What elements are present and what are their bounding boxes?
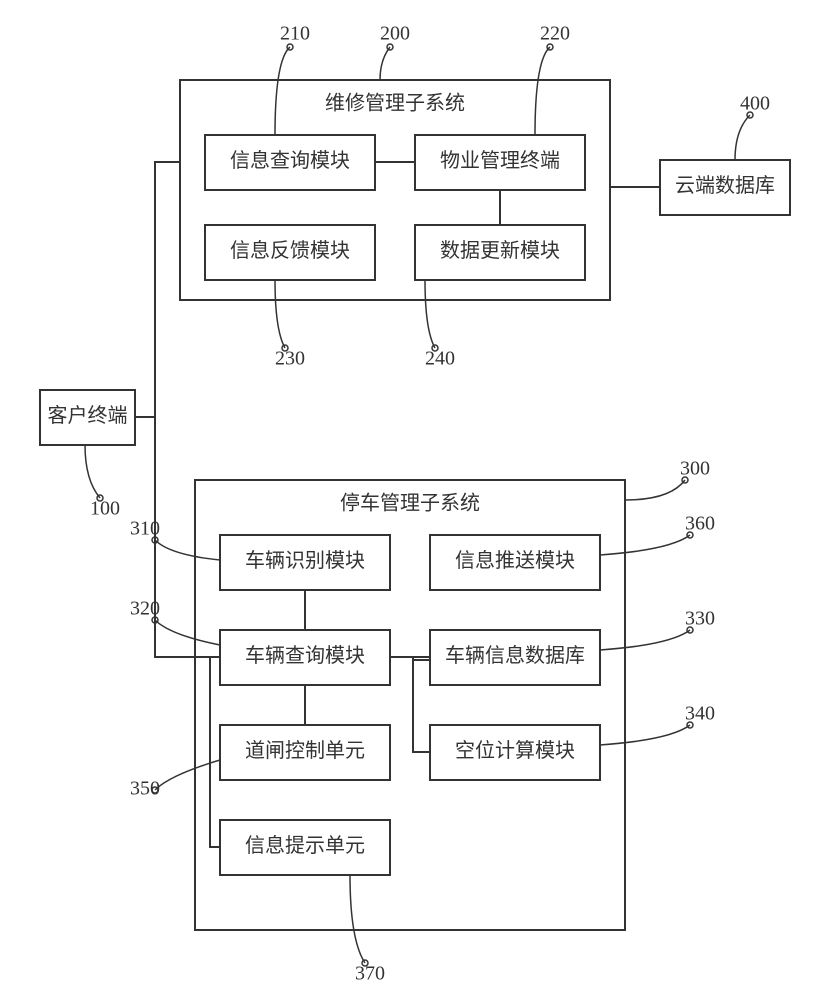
callout-lead-340 xyxy=(600,725,690,745)
callout-lead-230 xyxy=(275,280,285,348)
callout-lead-360 xyxy=(600,535,690,555)
n310-label: 车辆识别模块 xyxy=(245,549,365,572)
callout-num-350: 350 xyxy=(130,778,160,800)
callout-num-300: 300 xyxy=(680,458,710,480)
system-diagram: 维修管理子系统停车管理子系统 客户终端 云端数据库 信息查询模块 物业管理终端信息反馈模… xyxy=(0,0,828,1000)
callout-lead-330 xyxy=(600,630,690,650)
callout-num-240: 240 xyxy=(425,348,455,370)
connector xyxy=(413,660,430,670)
callout-num-310: 310 xyxy=(130,518,160,540)
callout-lead-400 xyxy=(735,115,750,160)
connector xyxy=(135,162,180,417)
callout-num-340: 340 xyxy=(685,703,715,725)
n220-label: 物业管理终端 xyxy=(440,149,560,172)
callout-num-100: 100 xyxy=(90,498,120,520)
n350-label: 道闸控制单元 xyxy=(245,739,365,762)
callout-num-370: 370 xyxy=(355,963,385,985)
callout-num-330: 330 xyxy=(685,608,715,630)
callout-num-210: 210 xyxy=(280,23,310,45)
callout-lead-310 xyxy=(155,540,220,560)
callout-num-360: 360 xyxy=(685,513,715,535)
n230-label: 信息反馈模块 xyxy=(230,239,350,262)
callout-lead-220 xyxy=(535,47,550,135)
callout-lead-240 xyxy=(425,280,435,348)
sys200-title: 维修管理子系统 xyxy=(325,92,465,115)
n330-label: 车辆信息数据库 xyxy=(445,644,585,667)
callout-lead-100 xyxy=(85,445,100,498)
callout-lead-200 xyxy=(380,47,390,80)
callout-num-200: 200 xyxy=(380,23,410,45)
connector xyxy=(210,657,220,847)
callout-lead-370 xyxy=(350,875,365,963)
callout-lead-210 xyxy=(275,47,290,135)
connector xyxy=(155,417,220,657)
sys300-box xyxy=(195,480,625,930)
client-label: 客户终端 xyxy=(48,404,128,427)
n340-label: 空位计算模块 xyxy=(455,739,575,762)
sys300-title: 停车管理子系统 xyxy=(340,492,480,515)
callout-lead-300 xyxy=(625,480,685,500)
connector xyxy=(413,657,430,752)
n370-label: 信息提示单元 xyxy=(245,834,365,857)
cloud-label: 云端数据库 xyxy=(675,174,775,197)
n210-label: 信息查询模块 xyxy=(230,149,350,172)
callout-num-220: 220 xyxy=(540,23,570,45)
n360-label: 信息推送模块 xyxy=(455,549,575,572)
callout-num-400: 400 xyxy=(740,93,770,115)
n320-label: 车辆查询模块 xyxy=(245,644,365,667)
callout-num-320: 320 xyxy=(130,598,160,620)
callout-lead-320 xyxy=(155,620,220,645)
callout-num-230: 230 xyxy=(275,348,305,370)
n240-label: 数据更新模块 xyxy=(440,239,560,262)
